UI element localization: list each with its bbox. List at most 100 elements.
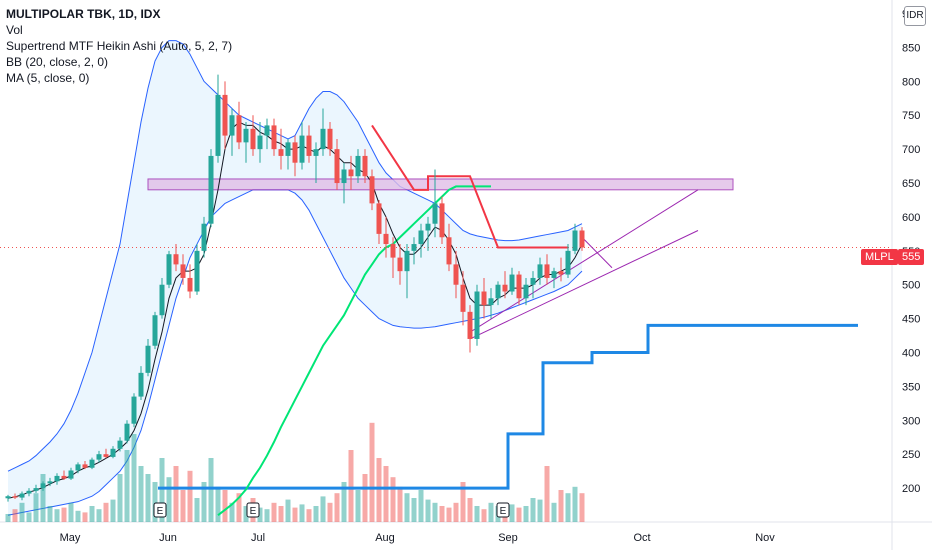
chart-legend: MULTIPOLAR TBK, 1D, IDX Vol Supertrend M… [6, 6, 232, 86]
volume-bar [180, 490, 186, 522]
volume-bar [383, 466, 389, 522]
volume-bar [285, 499, 291, 522]
candle-body [572, 230, 578, 251]
x-tick-label: May [60, 532, 81, 544]
x-tick-label: Nov [755, 532, 775, 544]
volume-bar [425, 499, 431, 522]
volume-bar [215, 486, 221, 522]
candle-body [19, 493, 25, 498]
volume-bar [299, 504, 305, 522]
y-tick-label: 250 [902, 449, 920, 461]
y-tick-label: 650 [902, 178, 920, 190]
candle-body [530, 277, 536, 285]
legend-title: MULTIPOLAR TBK, 1D, IDX [6, 7, 161, 21]
candle-body [565, 250, 571, 275]
candle-body [516, 274, 522, 299]
candle-body [418, 230, 424, 245]
candle-body [264, 125, 270, 136]
volume-bar [453, 502, 459, 522]
volume-bar [334, 493, 340, 522]
volume-bar [488, 502, 494, 522]
volume-bar [96, 509, 102, 522]
candle-body [215, 94, 221, 156]
candle-body [278, 149, 284, 156]
volume-bar [537, 499, 543, 522]
candle-body [201, 223, 207, 251]
candle-body [236, 115, 242, 143]
volume-bar [509, 504, 515, 522]
volume-bar [313, 506, 319, 522]
y-tick-label: 450 [902, 314, 920, 326]
earnings-marker-label: E [157, 506, 164, 517]
volume-bar [138, 466, 144, 522]
volume-bar [68, 502, 74, 522]
candle-body [187, 277, 193, 292]
candle-body [425, 223, 431, 231]
volume-bar [355, 490, 361, 522]
volume-bar [82, 512, 88, 522]
candle-body [26, 490, 32, 494]
earnings-marker-box [153, 502, 167, 518]
candle-body [376, 203, 382, 234]
candle-body [551, 271, 557, 278]
currency-badge[interactable]: IDR [904, 6, 926, 26]
volume-bar [565, 493, 571, 522]
volume-bar [166, 477, 172, 522]
x-tick-label: Jun [159, 532, 177, 544]
candle-body [194, 250, 200, 292]
volume-bar [159, 458, 165, 522]
earnings-marker-box [496, 502, 510, 518]
volume-bar [187, 470, 193, 522]
candle-body [152, 315, 158, 346]
volume-bar [376, 458, 382, 522]
legend-line-volume: Vol [6, 23, 23, 37]
volume-bar [481, 509, 487, 522]
volume-bar [516, 507, 522, 522]
candle-body [159, 284, 165, 316]
y-tick-label: 750 [902, 110, 920, 122]
candle-body [341, 169, 347, 184]
y-tick-label: 400 [902, 348, 920, 360]
y-tick-label: 350 [902, 381, 920, 393]
volume-bar [411, 498, 417, 522]
candle-body [229, 115, 235, 136]
candle-body [411, 244, 417, 251]
volume-bar [103, 502, 109, 522]
volume-bar [117, 474, 123, 522]
x-tick-label: Oct [633, 532, 650, 544]
candle-body [348, 169, 354, 177]
x-tick-label: Sep [498, 532, 518, 544]
candle-body [82, 464, 88, 468]
candle-body [243, 128, 249, 143]
volume-bar [432, 502, 438, 522]
candle-body [12, 496, 18, 498]
volume-bar [5, 514, 11, 522]
candle-body [397, 257, 403, 272]
candle-body [390, 244, 396, 258]
volume-bar [124, 450, 130, 522]
candle-body [509, 274, 515, 292]
candle-body [33, 488, 39, 491]
candle-body [299, 135, 305, 163]
candle-body [96, 454, 102, 460]
candle-body [369, 176, 375, 204]
volume-bar [89, 506, 95, 522]
earnings-marker-label: E [250, 506, 257, 517]
candle-body [474, 291, 480, 339]
candle-body [544, 264, 550, 278]
candle-body [453, 264, 459, 285]
supertrend-up-line [217, 185, 491, 517]
candle-body [404, 250, 410, 272]
volume-bar [208, 458, 214, 522]
candle-body [166, 254, 172, 285]
candle-body [47, 481, 53, 484]
volume-bar [544, 466, 550, 522]
volume-bar [369, 422, 375, 522]
candle-body [75, 464, 81, 471]
volume-bar [145, 474, 151, 522]
earnings-marker-box [246, 502, 260, 518]
volume-bar [33, 493, 39, 522]
x-tick-label: Jul [251, 532, 265, 544]
candle-body [5, 496, 11, 499]
